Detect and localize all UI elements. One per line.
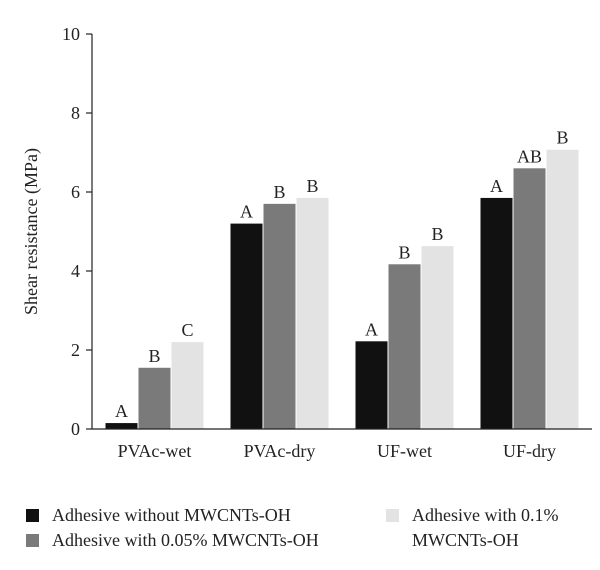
bar-pvac-dry-series-2 [263,203,296,429]
y-tick-label: 4 [71,261,80,281]
x-category-label: UF-dry [503,441,556,461]
bar-significance-label: B [398,242,410,262]
y-tick-label: 2 [71,340,80,360]
bar-significance-label: A [490,176,503,196]
bar-significance-label: B [148,346,160,366]
bar-uf-dry-series-1 [480,197,513,429]
y-tick-label: 0 [71,419,80,439]
y-axis: 0 2 4 6 8 10 [62,24,93,439]
bar-significance-label: B [431,224,443,244]
legend-swatch-gray [26,534,39,547]
bar-uf-wet-series-3 [421,246,454,429]
y-axis-title: Shear resistance (MPa) [21,148,42,315]
bar-pvac-wet-series-3 [171,342,204,429]
bar-significance-label: AB [517,146,542,166]
bar-significance-label: B [306,176,318,196]
legend-label: Adhesive with 0.1% [412,505,559,525]
bar-pvac-dry-series-1 [230,223,263,429]
bar-uf-dry-series-3 [546,149,579,430]
y-tick-label: 6 [71,182,80,202]
bar-uf-wet-series-2 [388,264,421,429]
bar-significance-label: B [556,128,568,148]
bar-pvac-wet-series-2 [138,367,171,429]
bar-significance-label: C [181,320,193,340]
legend-label-cont: MWCNTs-OH [412,530,519,550]
bar-pvac-wet-series-1 [105,423,138,429]
x-category-label: PVAc-dry [244,441,316,461]
legend-swatch-black [26,509,39,522]
bar-significance-label: A [365,319,378,339]
x-category-label: UF-wet [377,441,432,461]
x-axis: PVAc-wet PVAc-dry UF-wet UF-dry [92,428,592,461]
bar-significance-label: A [240,202,253,222]
legend-swatch-light [386,509,399,522]
y-tick-label: 8 [71,103,80,123]
legend-label: Adhesive with 0.05% MWCNTs-OH [52,530,319,550]
bar-significance-label: B [273,182,285,202]
bar-uf-wet-series-1 [355,341,388,429]
bar-significance-label: A [115,401,128,421]
x-category-label: PVAc-wet [118,441,192,461]
y-tick-label: 10 [62,24,80,44]
bar-uf-dry-series-2 [513,168,546,430]
bar-pvac-dry-series-3 [296,197,329,429]
legend-label: Adhesive without MWCNTs-OH [52,505,291,525]
bars [105,149,579,430]
